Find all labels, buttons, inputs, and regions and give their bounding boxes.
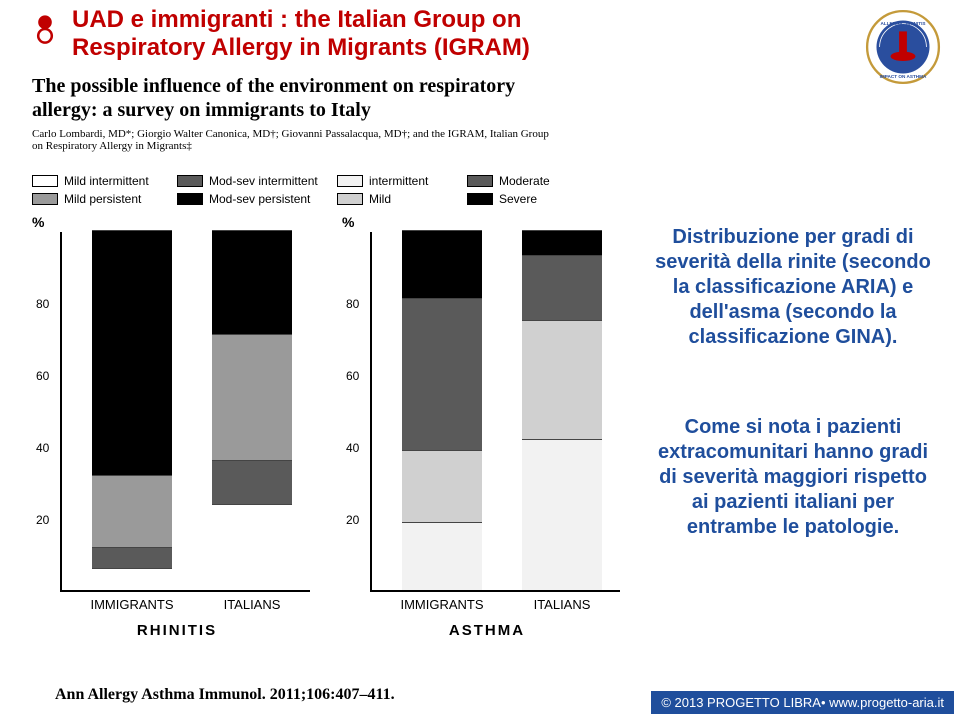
asthma-axes: 20406080IMMIGRANTSITALIANS	[370, 232, 620, 592]
rhinitis-chart: % 20406080IMMIGRANTSITALIANS RHINITIS	[32, 218, 322, 639]
bar-segment	[92, 230, 172, 475]
side-paragraph-2: Come si nota i pazienti extracomunitari …	[648, 415, 938, 540]
bar-segment	[522, 439, 602, 590]
slide-title: UAD e immigranti : the Italian Group on …	[72, 6, 530, 61]
bar-segment	[212, 334, 292, 460]
title-line-1: UAD e immigranti : the Italian Group on	[72, 6, 521, 33]
legend-swatch	[32, 175, 58, 187]
legend-item: Moderate	[467, 174, 561, 188]
legend-label: intermittent	[369, 174, 428, 188]
legend-item: intermittent	[337, 174, 451, 188]
chart-legend: Mild intermittent Mild persistent Mod-sev …	[32, 174, 632, 210]
legend-item: Mild	[337, 192, 451, 206]
y-tick-label: 20	[36, 513, 49, 527]
asthma-chart: % 20406080IMMIGRANTSITALIANS ASTHMA	[342, 218, 632, 639]
legend-swatch	[177, 175, 203, 187]
paper-header: The possible influence of the environmen…	[32, 74, 552, 152]
y-axis-label: %	[342, 214, 354, 230]
footer-copyright: © 2013 PROGETTO LIBRA	[661, 695, 821, 710]
bar-segment	[522, 230, 602, 255]
legend-label: Mild	[369, 192, 391, 206]
bar-segment	[212, 230, 292, 334]
rhinitis-axes: 20406080IMMIGRANTSITALIANS	[60, 232, 310, 592]
x-label: IMMIGRANTS	[82, 597, 182, 612]
legend-item: Mild intermittent	[32, 174, 161, 188]
citation: Ann Allergy Asthma Immunol. 2011;106:407…	[55, 686, 395, 704]
stacked-bar	[212, 230, 292, 590]
y-tick-label: 40	[346, 441, 359, 455]
footer-url: www.progetto-aria.it	[821, 695, 944, 710]
paper-authors: Carlo Lombardi, MD*; Giorgio Walter Cano…	[32, 128, 552, 152]
aria-logo: ALLERGIC RHINITIS IMPACT ON ASTHMA	[864, 8, 942, 86]
bar-segment	[92, 475, 172, 547]
bullet-icon	[28, 12, 62, 51]
bar-segment	[212, 460, 292, 503]
legend-swatch	[337, 175, 363, 187]
stacked-bar	[92, 230, 172, 590]
x-label: ITALIANS	[202, 597, 302, 612]
legend-swatch	[337, 193, 363, 205]
legend-label: Mod-sev persistent	[209, 192, 310, 206]
title-line-2: Respiratory Allergy in Migrants (IGRAM)	[72, 34, 530, 61]
bar-segment	[92, 568, 172, 590]
legend-item: Mod-sev intermittent	[177, 174, 321, 188]
chart-area: Mild intermittent Mild persistent Mod-sev …	[32, 174, 632, 648]
rhinitis-label: RHINITIS	[32, 622, 322, 639]
y-tick-label: 60	[36, 369, 49, 383]
legend-swatch	[177, 193, 203, 205]
legend-label: Mod-sev intermittent	[209, 174, 318, 188]
legend-swatch	[467, 193, 493, 205]
bar-segment	[402, 450, 482, 522]
y-axis-label: %	[32, 214, 44, 230]
svg-text:ALLERGIC RHINITIS: ALLERGIC RHINITIS	[880, 21, 925, 26]
bar-segment	[522, 255, 602, 320]
x-label: IMMIGRANTS	[392, 597, 492, 612]
y-tick-label: 80	[346, 297, 359, 311]
legend-label: Mild persistent	[64, 192, 141, 206]
y-tick-label: 40	[36, 441, 49, 455]
legend-label: Mild intermittent	[64, 174, 149, 188]
legend-swatch	[467, 175, 493, 187]
y-tick-label: 60	[346, 369, 359, 383]
y-tick-label: 80	[36, 297, 49, 311]
bar-segment	[92, 547, 172, 569]
legend-item: Mod-sev persistent	[177, 192, 321, 206]
bar-segment	[402, 522, 482, 590]
y-tick-label: 20	[346, 513, 359, 527]
x-label: ITALIANS	[512, 597, 612, 612]
asthma-label: ASTHMA	[342, 622, 632, 639]
legend-item: Mild persistent	[32, 192, 161, 206]
footer-box: © 2013 PROGETTO LIBRA www.progetto-aria.…	[651, 691, 954, 714]
bar-segment	[402, 230, 482, 298]
bar-segment	[212, 504, 292, 590]
legend-item: Severe	[467, 192, 561, 206]
side-paragraph-1: Distribuzione per gradi di severità dell…	[648, 225, 938, 350]
bar-segment	[402, 298, 482, 449]
legend-label: Moderate	[499, 174, 550, 188]
bar-segment	[522, 320, 602, 439]
stacked-bar	[402, 230, 482, 590]
paper-title: The possible influence of the environmen…	[32, 74, 552, 122]
legend-label: Severe	[499, 192, 537, 206]
stacked-bar	[522, 230, 602, 590]
svg-text:IMPACT ON ASTHMA: IMPACT ON ASTHMA	[880, 74, 927, 79]
legend-swatch	[32, 193, 58, 205]
